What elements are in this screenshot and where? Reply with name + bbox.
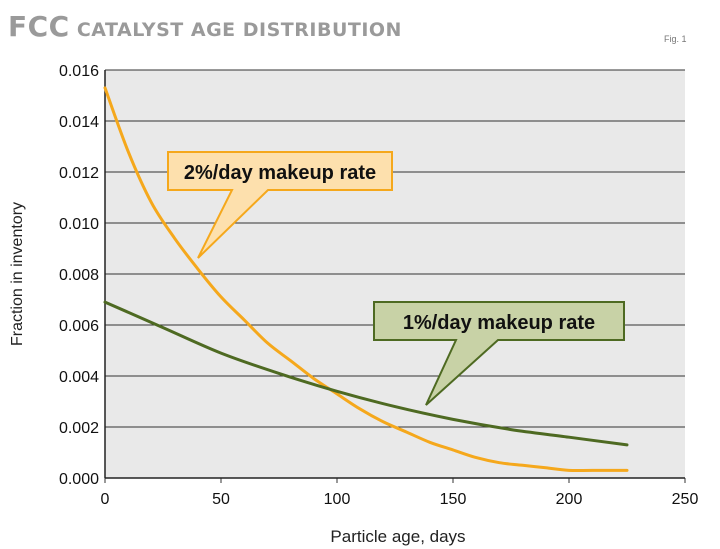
- y-axis-label: Fraction in inventory: [9, 202, 26, 346]
- y-tick-label: 0.014: [59, 114, 99, 131]
- y-tick-labels: 0.000 0.002 0.004 0.006 0.008 0.010 0.012 0.014…: [59, 63, 99, 488]
- y-tick-label: 0.016: [59, 63, 99, 80]
- x-tick-label: 50: [212, 491, 230, 508]
- figure-label: Fig. 1: [664, 34, 687, 44]
- series-line-2pct: [103, 86, 629, 473]
- y-tick-label: 0.002: [59, 420, 99, 437]
- chart-title: FCC CATALYST AGE DISTRIBUTION: [8, 10, 402, 43]
- x-axis-label: Particle age, days: [330, 527, 465, 546]
- x-tick-labels: 0 50 100 150 200 250: [101, 491, 699, 508]
- x-tick-label: 250: [672, 491, 699, 508]
- y-tick-label: 0.006: [59, 318, 99, 335]
- series-line-1pct: [103, 300, 629, 447]
- series-lines: [103, 86, 629, 473]
- y-tick-label: 0.004: [59, 369, 99, 386]
- callout-1pct-label: 1%/day makeup rate: [403, 312, 595, 334]
- chart-title-rest: CATALYST AGE DISTRIBUTION: [69, 19, 402, 41]
- x-tick-label: 200: [556, 491, 583, 508]
- axes: [104, 70, 686, 483]
- x-tick-label: 0: [101, 491, 110, 508]
- callout-1pct: 1%/day makeup rate: [373, 301, 625, 406]
- y-tick-label: 0.000: [59, 471, 99, 488]
- y-tick-label: 0.008: [59, 267, 99, 284]
- y-tick-label: 0.010: [59, 216, 99, 233]
- y-tick-label: 0.012: [59, 165, 99, 182]
- callout-2pct-label: 2%/day makeup rate: [184, 162, 376, 184]
- x-tick-label: 150: [440, 491, 467, 508]
- callout-1pct-shape: [373, 301, 625, 406]
- callout-2pct: 2%/day makeup rate: [167, 151, 393, 259]
- chart-title-prefix: FCC: [8, 10, 70, 43]
- callout-2pct-shape: [167, 151, 393, 259]
- x-tick-label: 100: [324, 491, 351, 508]
